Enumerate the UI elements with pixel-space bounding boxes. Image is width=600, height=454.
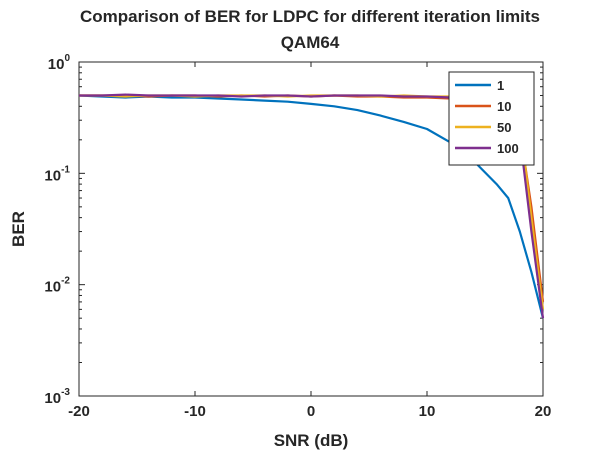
y-tick-exponent: -2	[61, 276, 70, 287]
x-tick-label: 20	[535, 403, 552, 420]
y-tick-exponent: 0	[64, 53, 70, 64]
y-tick-base: 10	[44, 167, 61, 184]
y-tick-exponent: -3	[61, 387, 70, 398]
x-tick-label: 10	[419, 403, 436, 420]
legend-label: 100	[497, 141, 519, 156]
y-tick-base: 10	[44, 390, 61, 407]
legend-label: 10	[497, 99, 511, 114]
y-tick-label: 100	[48, 53, 71, 73]
series-line-1	[78, 94, 545, 319]
chart-title: Comparison of BER for LDPC for different…	[80, 7, 540, 26]
y-tick-label: 10-3	[44, 387, 70, 407]
legend: 1 10 50 100	[448, 71, 535, 166]
x-tick-label: 0	[307, 403, 315, 420]
x-axis-label: SNR (dB)	[274, 431, 349, 450]
y-tick-base: 10	[48, 56, 65, 73]
x-tick-label: -10	[184, 403, 206, 420]
y-tick-label: 10-2	[44, 276, 70, 296]
x-tick-label: -20	[68, 403, 90, 420]
y-axis-label: BER	[9, 211, 28, 247]
chart-subtitle: QAM64	[281, 33, 340, 52]
y-tick-label: 10-1	[44, 164, 70, 184]
legend-label: 1	[497, 78, 504, 93]
y-tick-exponent: -1	[61, 164, 70, 175]
legend-box	[448, 71, 535, 166]
y-tick-base: 10	[44, 279, 61, 296]
legend-label: 50	[497, 120, 511, 135]
